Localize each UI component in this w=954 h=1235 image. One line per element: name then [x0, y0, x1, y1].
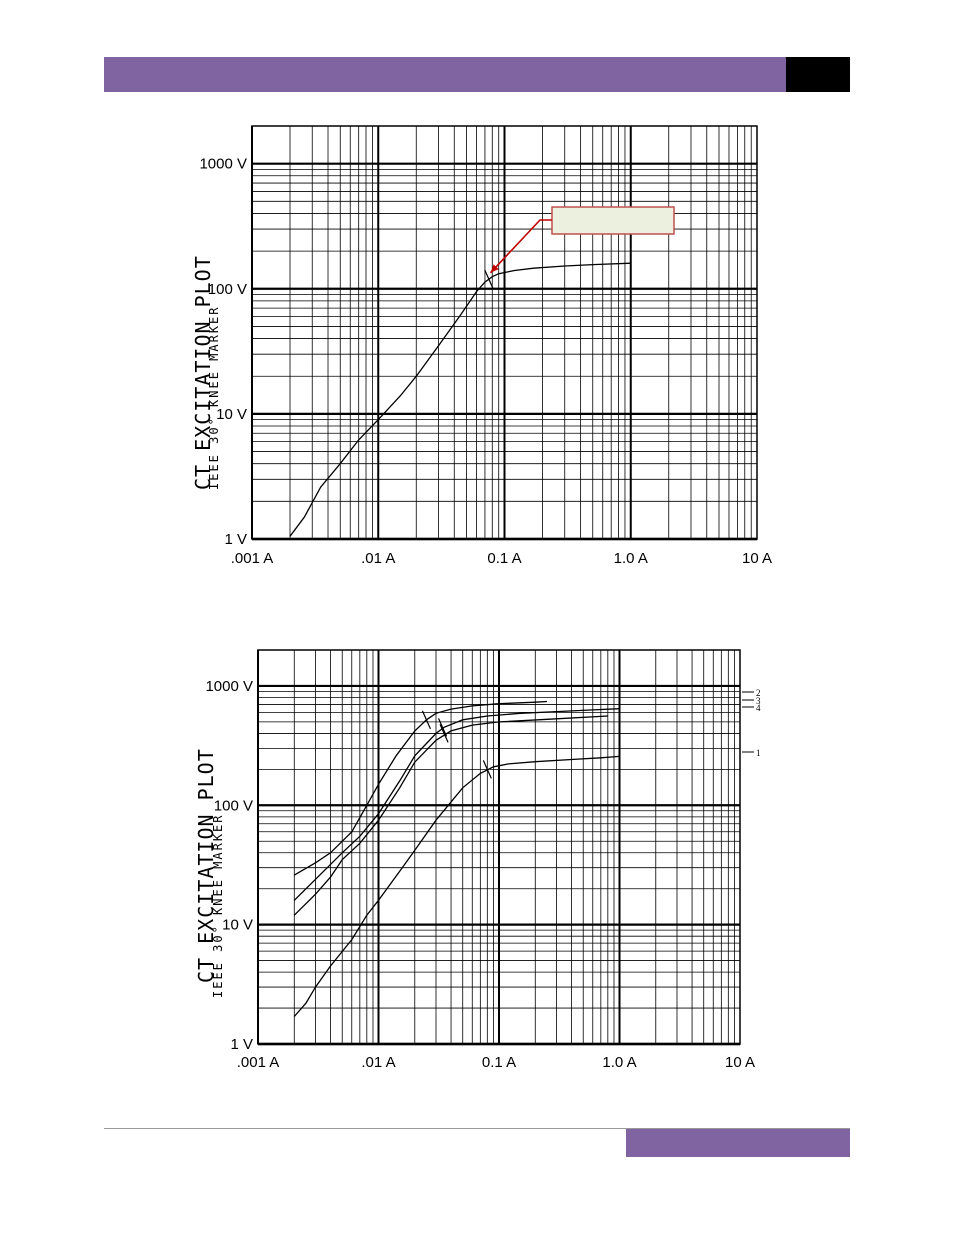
- knee-marker: [439, 724, 449, 743]
- ct-excitation-chart-1: .001 A .01 A 0.1 A 1.0 A 10 A 1 V 10 V 100 V 100…: [191, 125, 772, 567]
- callout-box: [551, 206, 675, 235]
- header-bar: [104, 57, 786, 92]
- grid: [257, 649, 740, 1046]
- series-marker-label: 2: [756, 688, 761, 698]
- knee-marker: [484, 269, 494, 289]
- series-line-1: [289, 262, 631, 537]
- series-line-3: [293, 715, 608, 916]
- y-tick-label: 100 V: [214, 797, 253, 814]
- x-tick-label: 1.0 A: [602, 1054, 636, 1071]
- footer-bar: [626, 1129, 850, 1157]
- x-tick-label: 0.1 A: [487, 550, 521, 567]
- chart-subtitle: IEEE 30° KNEE MARKER: [211, 814, 225, 999]
- series-markers: 234 1: [742, 688, 761, 758]
- y-tick-label: 1000 V: [199, 156, 247, 173]
- knee-callout: [489, 206, 675, 274]
- x-tick-label: .01 A: [361, 1054, 395, 1071]
- y-tick-label: 10 V: [216, 406, 247, 423]
- x-tick-label: 10 A: [725, 1054, 755, 1071]
- series-marker-label: 1: [756, 748, 761, 758]
- chart-title: CT EXCITATION PLOT: [191, 255, 215, 490]
- series-line-2: [293, 708, 620, 901]
- grid: [251, 125, 757, 541]
- x-tick-label: .001 A: [231, 550, 274, 567]
- chart-title: CT EXCITATION PLOT: [194, 748, 218, 983]
- chart-subtitle: IEEE 30° KNEE MARKER: [207, 306, 221, 491]
- knee-marker: [482, 760, 492, 779]
- callout-arrow: [489, 219, 552, 274]
- header-page-box: [786, 57, 850, 92]
- callout-arrowhead: [490, 264, 499, 273]
- y-tick-label: 1000 V: [205, 678, 253, 695]
- x-tick-label: 1.0 A: [614, 550, 648, 567]
- y-tick-label: 1 V: [230, 1036, 253, 1053]
- ct-excitation-chart-2: .001 A .01 A 0.1 A 1.0 A 10 A 1 V 10 V 100 V 100…: [194, 649, 761, 1071]
- x-tick-label: 0.1 A: [482, 1054, 516, 1071]
- y-tick-label: 1 V: [224, 531, 247, 548]
- x-tick-label: .01 A: [361, 550, 395, 567]
- y-tick-label: 10 V: [222, 917, 253, 934]
- series-line-1: [293, 700, 548, 876]
- y-tick-label: 100 V: [208, 281, 247, 298]
- knee-marker: [421, 710, 432, 730]
- series-marker-label: 3: [756, 696, 761, 706]
- x-tick-label: .001 A: [237, 1054, 280, 1071]
- footer-rule: [104, 1128, 850, 1129]
- series-line-4: [293, 755, 620, 1017]
- x-tick-label: 10 A: [742, 550, 772, 567]
- knee-marker: [437, 718, 448, 737]
- series-marker-label: 4: [756, 703, 761, 713]
